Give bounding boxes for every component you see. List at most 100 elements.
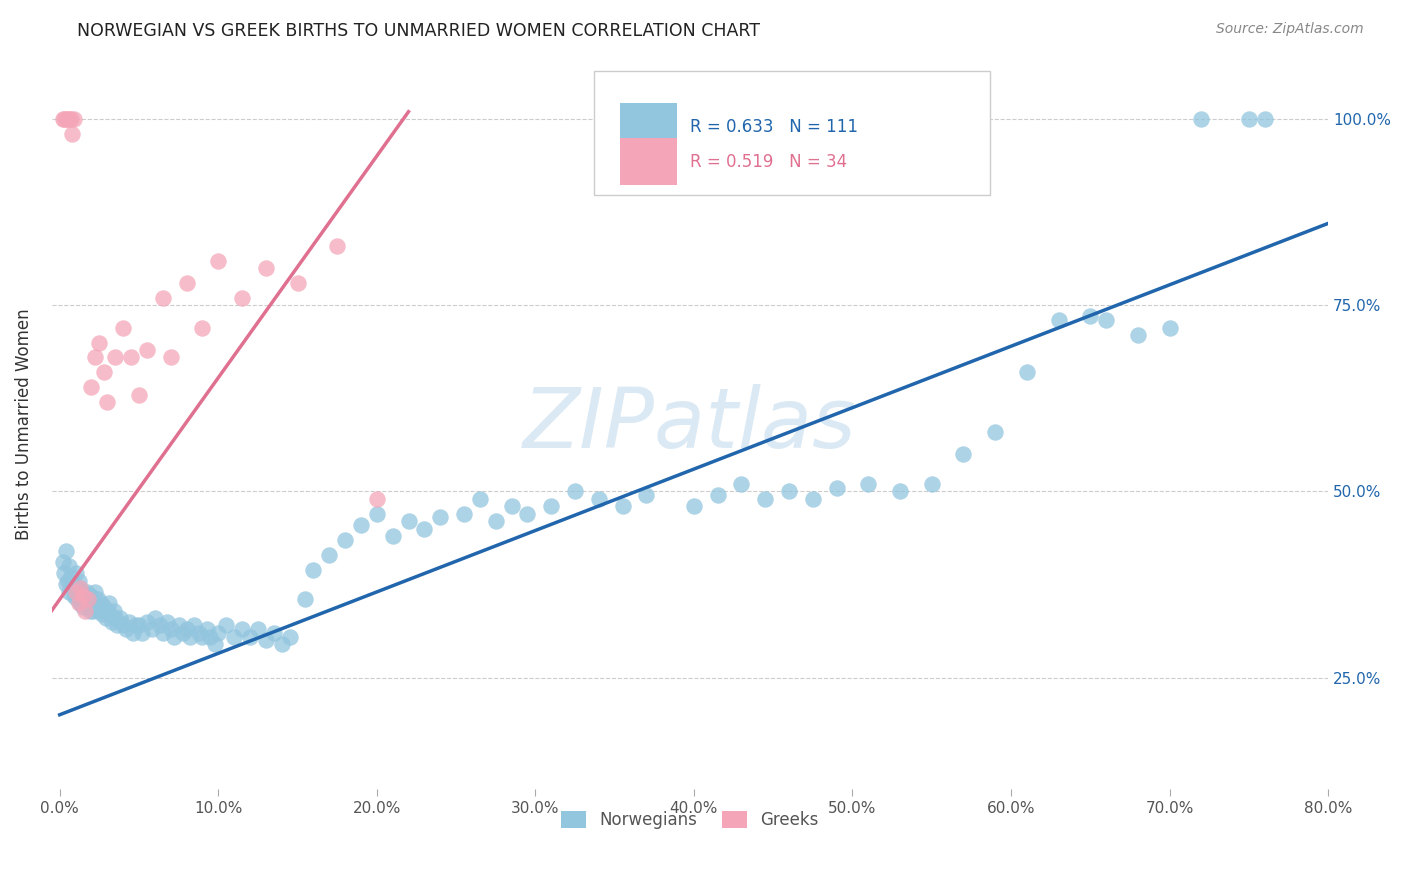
Point — [468, 491, 491, 506]
Text: Source: ZipAtlas.com: Source: ZipAtlas.com — [1216, 22, 1364, 37]
Point — [55, 112, 77, 127]
Point — [97, 596, 120, 610]
Point — [103, 603, 125, 617]
Point — [56, 112, 79, 127]
Point — [80, 592, 103, 607]
Point — [191, 630, 214, 644]
Point — [239, 630, 262, 644]
Point — [69, 581, 91, 595]
Point — [222, 630, 245, 644]
Point — [683, 500, 706, 514]
Point — [83, 596, 105, 610]
Point — [801, 491, 824, 506]
Point — [112, 320, 135, 334]
Point — [94, 611, 117, 625]
Point — [176, 276, 198, 290]
Point — [612, 500, 634, 514]
Point — [87, 592, 110, 607]
Point — [135, 615, 157, 629]
Point — [72, 585, 94, 599]
Point — [56, 574, 79, 588]
Point — [730, 477, 752, 491]
Point — [104, 351, 127, 365]
Point — [318, 548, 340, 562]
Point — [636, 488, 658, 502]
Point — [858, 477, 880, 491]
Point — [55, 544, 77, 558]
Point — [278, 630, 301, 644]
Point — [80, 380, 103, 394]
FancyBboxPatch shape — [595, 70, 990, 194]
Point — [83, 585, 105, 599]
Point — [89, 335, 111, 350]
Point — [398, 514, 420, 528]
Point — [82, 603, 104, 617]
Point — [72, 589, 94, 603]
Point — [706, 488, 728, 502]
Point — [1095, 313, 1118, 327]
Point — [152, 291, 174, 305]
Point — [65, 585, 87, 599]
Point — [90, 596, 112, 610]
Point — [59, 112, 82, 127]
Point — [135, 343, 157, 357]
Point — [1078, 310, 1101, 324]
Point — [1015, 365, 1038, 379]
Point — [263, 625, 285, 640]
Point — [105, 618, 128, 632]
Point — [77, 592, 100, 607]
Point — [143, 611, 166, 625]
Point — [1254, 112, 1277, 127]
Point — [100, 607, 122, 622]
Point — [825, 481, 848, 495]
Point — [58, 585, 80, 599]
Point — [453, 507, 475, 521]
Point — [65, 581, 87, 595]
Point — [52, 555, 75, 569]
Point — [79, 603, 101, 617]
Bar — [620, 103, 678, 151]
Point — [207, 253, 229, 268]
Point — [540, 500, 562, 514]
Point — [96, 603, 118, 617]
Point — [183, 618, 205, 632]
Point — [125, 618, 148, 632]
Point — [77, 592, 100, 607]
Point — [501, 500, 523, 514]
Point — [60, 127, 83, 141]
Point — [889, 484, 911, 499]
Point — [104, 611, 127, 625]
Point — [128, 618, 150, 632]
Point — [108, 611, 131, 625]
Point — [381, 529, 404, 543]
Point — [167, 618, 190, 632]
Point — [921, 477, 943, 491]
Point — [76, 596, 98, 610]
Point — [69, 581, 91, 595]
Point — [231, 291, 253, 305]
Point — [1189, 112, 1212, 127]
Point — [156, 615, 179, 629]
Point — [63, 112, 86, 127]
Point — [179, 630, 201, 644]
Point — [93, 599, 115, 614]
Point — [128, 387, 150, 401]
Point — [84, 599, 107, 614]
Point — [366, 491, 388, 506]
Text: R = 0.633   N = 111: R = 0.633 N = 111 — [690, 118, 858, 136]
Point — [204, 637, 226, 651]
Point — [52, 112, 75, 127]
Point — [141, 622, 163, 636]
Text: ZIPatlas: ZIPatlas — [523, 384, 856, 465]
Point — [176, 622, 198, 636]
Point — [246, 622, 269, 636]
Point — [55, 577, 77, 591]
Point — [159, 351, 181, 365]
Point — [131, 625, 153, 640]
Point — [333, 533, 356, 547]
Point — [65, 566, 87, 581]
Point — [73, 603, 96, 617]
Point — [1047, 313, 1070, 327]
Point — [69, 596, 91, 610]
Point — [429, 510, 451, 524]
